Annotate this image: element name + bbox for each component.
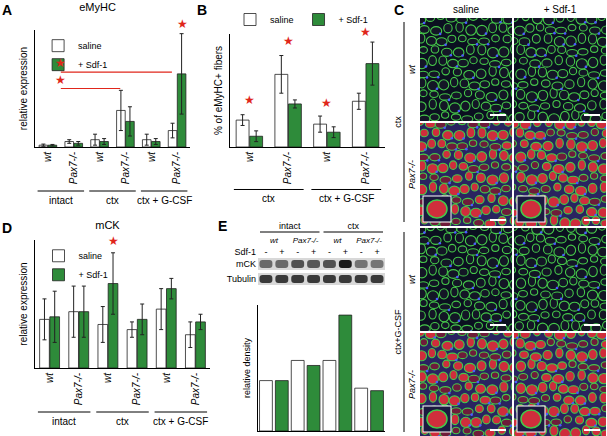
svg-text:ctx: ctx [393,116,403,128]
svg-text:★: ★ [177,17,188,31]
svg-text:intact: intact [52,416,76,427]
svg-text:ctx + G-CSF: ctx + G-CSF [137,195,192,206]
svg-text:+: + [343,247,348,257]
svg-text:ctx: ctx [347,221,359,231]
svg-text:★: ★ [108,234,119,248]
svg-text:Pax7-/-: Pax7-/- [356,236,382,245]
svg-text:+: + [374,247,379,257]
svg-text:Pax7-/-: Pax7-/- [73,372,84,405]
svg-text:wt: wt [44,372,55,383]
svg-text:% of eMyHC+ fibers: % of eMyHC+ fibers [213,46,224,135]
svg-text:ctx + G-CSF: ctx + G-CSF [319,193,374,204]
svg-text:+: + [279,247,284,257]
svg-text:Pax7-/-: Pax7-/- [171,151,182,184]
svg-text:★: ★ [360,25,371,39]
svg-text:★: ★ [55,73,66,87]
svg-text:Pax7-/-: Pax7-/- [120,151,131,184]
svg-text:ctx: ctx [116,416,129,427]
svg-text:Sdf-1: Sdf-1 [234,247,256,257]
svg-text:mCK: mCK [236,259,256,269]
svg-text:eMyHC: eMyHC [79,1,116,13]
svg-text:saline: saline [79,251,103,261]
svg-text:Pax7-/-: Pax7-/- [282,151,293,184]
svg-text:Pax7-/-: Pax7-/- [68,151,79,184]
svg-text:★: ★ [244,93,255,107]
svg-text:saline: saline [453,4,480,15]
svg-text:relative density: relative density [242,337,252,398]
svg-text:-: - [296,247,299,257]
svg-text:ctx+G-CSF: ctx+G-CSF [393,309,403,354]
svg-text:relative expression: relative expression [18,262,29,345]
svg-text:★: ★ [321,96,332,110]
svg-text:wt: wt [407,275,417,284]
svg-text:Pax7-/-: Pax7-/- [407,160,417,189]
svg-text:wt: wt [321,151,332,162]
svg-text:-: - [264,247,267,257]
svg-text:+ Sdf-1: + Sdf-1 [544,4,577,15]
html-text:D: D [2,220,13,236]
svg-text:Tubulin: Tubulin [227,274,256,284]
svg-text:Pax7-/-: Pax7-/- [407,370,417,399]
svg-text:-: - [328,247,331,257]
svg-text:+ Sdf-1: + Sdf-1 [79,270,108,280]
svg-text:saline: saline [78,41,102,51]
svg-text:+ Sdf-1: + Sdf-1 [339,15,368,25]
svg-text:Pax7-/-: Pax7-/- [293,236,319,245]
svg-text:Pax7-/-: Pax7-/- [131,372,142,405]
html-text:A: A [2,2,13,18]
svg-text:mCK: mCK [95,219,120,231]
html-text:E: E [218,218,228,234]
svg-text:ctx + G-CSF: ctx + G-CSF [153,416,208,427]
svg-text:saline: saline [270,15,294,25]
svg-text:Pax7-/-: Pax7-/- [190,372,201,405]
svg-text:wt: wt [407,65,417,74]
svg-text:wt: wt [42,151,53,162]
svg-text:intact: intact [49,195,73,206]
svg-text:intact: intact [279,221,301,231]
svg-text:wt: wt [333,236,342,245]
svg-text:★: ★ [283,34,294,48]
svg-text:★: ★ [55,56,66,70]
svg-text:wt: wt [94,151,105,162]
svg-text:wt: wt [244,151,255,162]
svg-text:Pax7-/-: Pax7-/- [360,151,371,184]
svg-text:wt: wt [161,372,172,383]
svg-text:-: - [360,247,363,257]
svg-text:wt: wt [270,236,279,245]
svg-text:wt: wt [102,372,113,383]
svg-text:ctx: ctx [262,193,275,204]
svg-text:+ Sdf-1: + Sdf-1 [78,60,107,70]
html-text:B: B [197,2,208,18]
svg-text:relative expression: relative expression [18,47,29,130]
html-text:C: C [394,2,405,18]
svg-text:+: + [311,247,316,257]
svg-text:wt: wt [146,151,157,162]
svg-text:ctx: ctx [106,195,119,206]
